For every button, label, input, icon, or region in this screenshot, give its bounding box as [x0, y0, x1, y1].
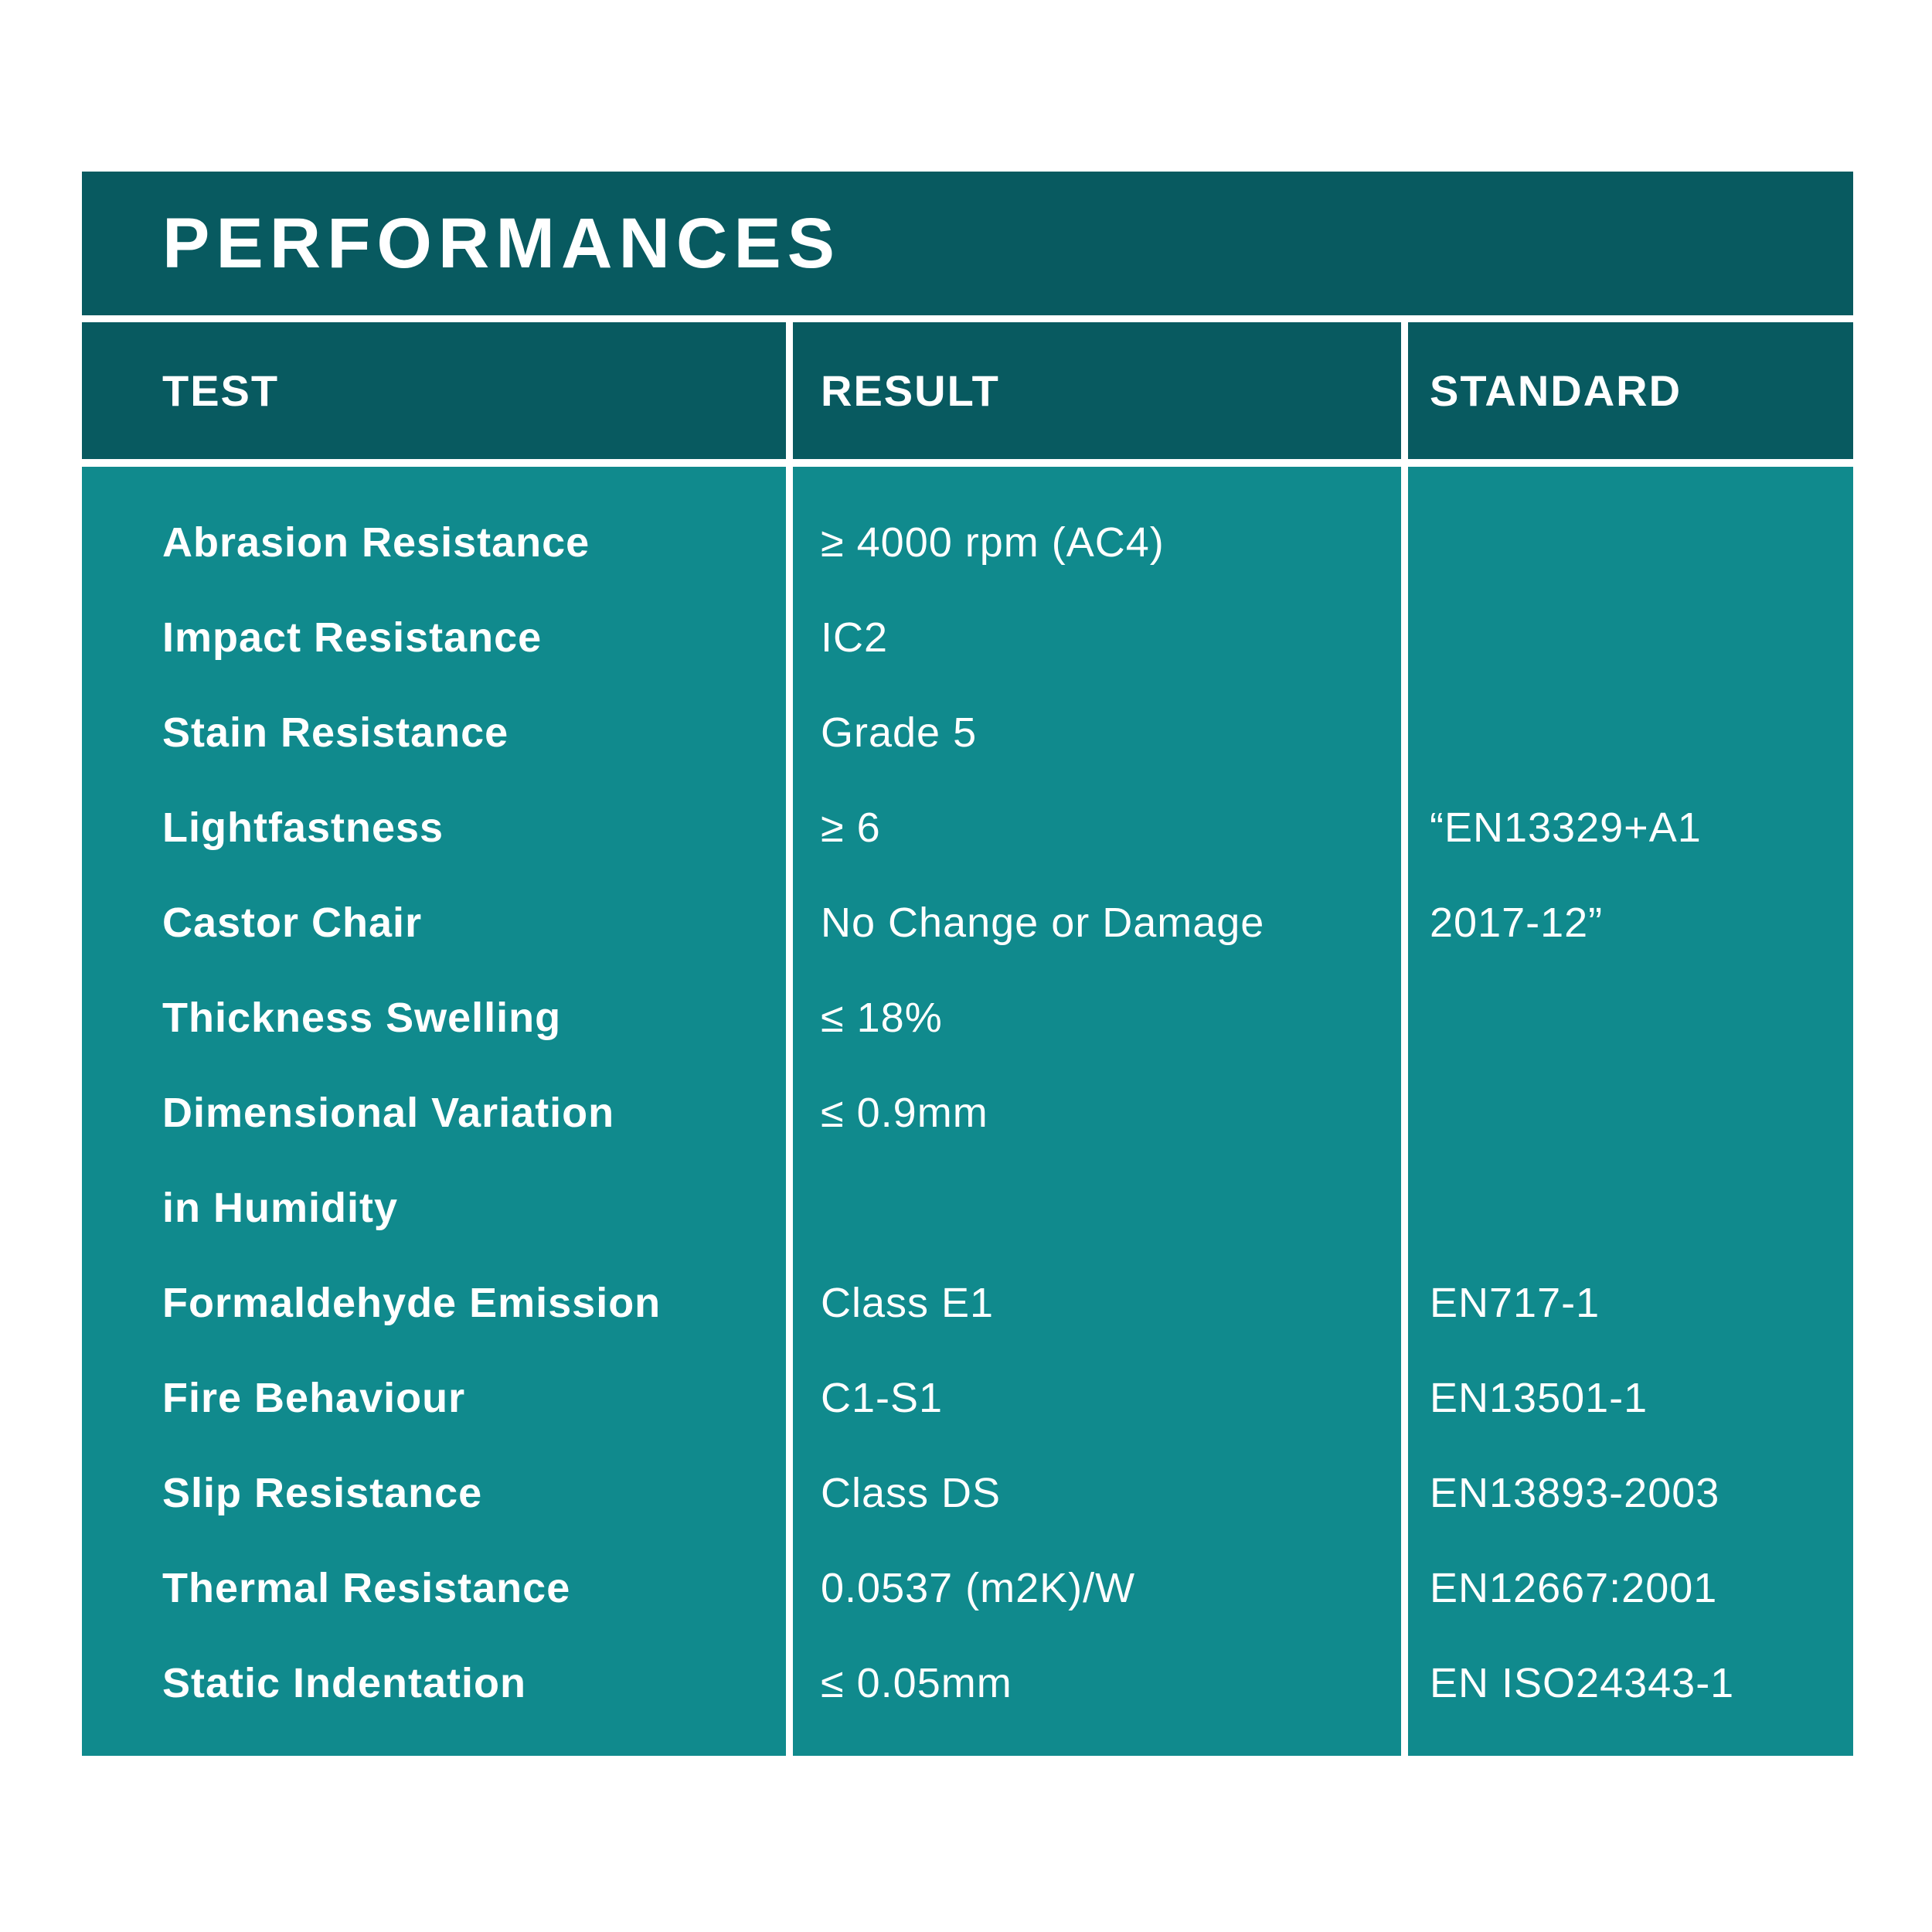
cell-standard: EN13893-2003 — [1430, 1469, 1720, 1516]
table-row: No Change or Damage — [821, 875, 1401, 970]
table-row — [1430, 685, 1853, 780]
cell-test: Formaldehyde Emission — [162, 1279, 662, 1326]
table-row: Class DS — [821, 1445, 1401, 1540]
table-row: Grade 5 — [821, 685, 1401, 780]
table-row — [821, 1160, 1401, 1255]
table-row: Formaldehyde Emission — [162, 1255, 786, 1350]
table-row: Thermal Resistance — [162, 1540, 786, 1635]
cell-standard: EN13501-1 — [1430, 1374, 1648, 1421]
table-title-band: PERFORMANCES — [82, 172, 1853, 315]
table-row: Castor Chair — [162, 875, 786, 970]
table-row: Static Indentation — [162, 1635, 786, 1730]
table-row: Impact Resistance — [162, 590, 786, 685]
cell-standard: EN717-1 — [1430, 1279, 1600, 1326]
cell-result: Grade 5 — [821, 709, 978, 756]
table-row: IC2 — [821, 590, 1401, 685]
column-header-test: TEST — [82, 322, 786, 459]
cell-result: C1-S1 — [821, 1374, 944, 1421]
cell-test: Thermal Resistance — [162, 1564, 571, 1611]
table-row: ≥ 6 — [821, 780, 1401, 875]
table-row: Slip Resistance — [162, 1445, 786, 1540]
cell-result: No Change or Damage — [821, 899, 1265, 946]
cell-test: Stain Resistance — [162, 709, 509, 756]
cell-result: ≤ 0.05mm — [821, 1659, 1012, 1706]
cell-test: Fire Behaviour — [162, 1374, 466, 1421]
cell-result: ≤ 0.9mm — [821, 1089, 988, 1136]
performances-table: PERFORMANCES TEST RESULT STANDARD Abrasi… — [82, 172, 1853, 1756]
cell-test: Static Indentation — [162, 1659, 527, 1706]
test-column: Abrasion Resistance Impact Resistance St… — [82, 467, 786, 1756]
page-title: PERFORMANCES — [162, 203, 842, 283]
cell-test: Thickness Swelling — [162, 994, 562, 1041]
table-row — [1430, 1065, 1853, 1160]
column-header-test-label: TEST — [162, 366, 280, 415]
table-row: 2017-12” — [1430, 875, 1853, 970]
cell-result: ≥ 4000 rpm (AC4) — [821, 519, 1165, 566]
table-row: EN13893-2003 — [1430, 1445, 1853, 1540]
cell-test: in Humidity — [162, 1184, 398, 1231]
column-header-standard: STANDARD — [1408, 322, 1853, 459]
standard-column: “EN13329+A1 2017-12” EN717-1 EN13501-1 E… — [1408, 467, 1853, 1756]
cell-result: Class DS — [821, 1469, 1002, 1516]
table-body: Abrasion Resistance Impact Resistance St… — [82, 467, 1853, 1756]
table-row — [1430, 1160, 1853, 1255]
result-column: ≥ 4000 rpm (AC4) IC2 Grade 5 ≥ 6 No Chan… — [793, 467, 1401, 1756]
table-row — [1430, 590, 1853, 685]
table-row: “EN13329+A1 — [1430, 780, 1853, 875]
cell-test: Slip Resistance — [162, 1469, 483, 1516]
table-row: Dimensional Variation — [162, 1065, 786, 1160]
cell-test: Dimensional Variation — [162, 1089, 615, 1136]
cell-standard: “EN13329+A1 — [1430, 804, 1702, 851]
table-row: EN13501-1 — [1430, 1350, 1853, 1445]
cell-test: Castor Chair — [162, 899, 423, 946]
table-row: Thickness Swelling — [162, 970, 786, 1065]
table-row: Stain Resistance — [162, 685, 786, 780]
table-row — [1430, 495, 1853, 590]
column-header-result-label: RESULT — [821, 366, 1000, 415]
table-row: EN717-1 — [1430, 1255, 1853, 1350]
cell-standard: 2017-12” — [1430, 899, 1604, 946]
table-row: ≤ 0.9mm — [821, 1065, 1401, 1160]
cell-test: Impact Resistance — [162, 614, 543, 661]
cell-result: 0.0537 (m2K)/W — [821, 1564, 1136, 1611]
cell-result: ≥ 6 — [821, 804, 881, 851]
table-row: ≥ 4000 rpm (AC4) — [821, 495, 1401, 590]
cell-result: IC2 — [821, 614, 889, 661]
table-row: C1-S1 — [821, 1350, 1401, 1445]
column-header-result: RESULT — [793, 322, 1401, 459]
table-row: Lightfastness — [162, 780, 786, 875]
table-row: Fire Behaviour — [162, 1350, 786, 1445]
table-row: in Humidity — [162, 1160, 786, 1255]
cell-result: ≤ 18% — [821, 994, 943, 1041]
column-header-standard-label: STANDARD — [1430, 366, 1682, 415]
table-row: Abrasion Resistance — [162, 495, 786, 590]
table-row — [1430, 970, 1853, 1065]
cell-standard: EN ISO24343-1 — [1430, 1659, 1735, 1706]
cell-test: Abrasion Resistance — [162, 519, 590, 566]
cell-test: Lightfastness — [162, 804, 444, 851]
table-row: EN ISO24343-1 — [1430, 1635, 1853, 1730]
table-row: 0.0537 (m2K)/W — [821, 1540, 1401, 1635]
table-row: Class E1 — [821, 1255, 1401, 1350]
table-row: ≤ 0.05mm — [821, 1635, 1401, 1730]
table-row: ≤ 18% — [821, 970, 1401, 1065]
cell-result: Class E1 — [821, 1279, 995, 1326]
table-header-row: TEST RESULT STANDARD — [82, 322, 1853, 459]
cell-standard: EN12667:2001 — [1430, 1564, 1718, 1611]
table-row: EN12667:2001 — [1430, 1540, 1853, 1635]
